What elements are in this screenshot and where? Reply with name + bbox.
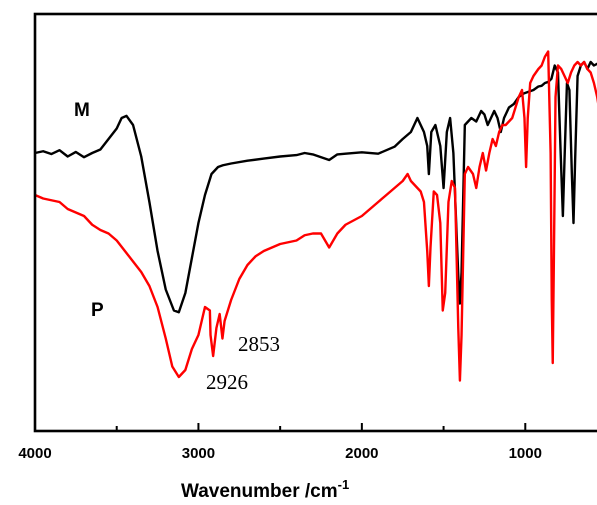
- x-tick-label: 3000: [182, 445, 215, 462]
- series-line-p: [34, 50, 597, 382]
- series-label-m: M: [74, 100, 90, 121]
- plot-area: [34, 50, 597, 382]
- x-axis-ticks: [34, 423, 527, 431]
- x-axis-title-text: Wavenumber /cm: [181, 481, 338, 502]
- annotation-2853: 2853: [238, 332, 280, 356]
- plot-frame: [33, 12, 597, 433]
- x-tick-label: 4000: [18, 445, 51, 462]
- x-axis-title-superscript: -1: [338, 477, 350, 492]
- series-line-m: [34, 60, 597, 314]
- x-axis-tick-labels: 4000 3000 2000 1000: [18, 445, 542, 462]
- x-axis-title: Wavenumber /cm-1: [181, 477, 349, 502]
- series-label-p: P: [91, 300, 104, 321]
- annotation-2926: 2926: [206, 370, 248, 394]
- x-tick-label: 2000: [345, 445, 378, 462]
- x-tick-label: 1000: [509, 445, 542, 462]
